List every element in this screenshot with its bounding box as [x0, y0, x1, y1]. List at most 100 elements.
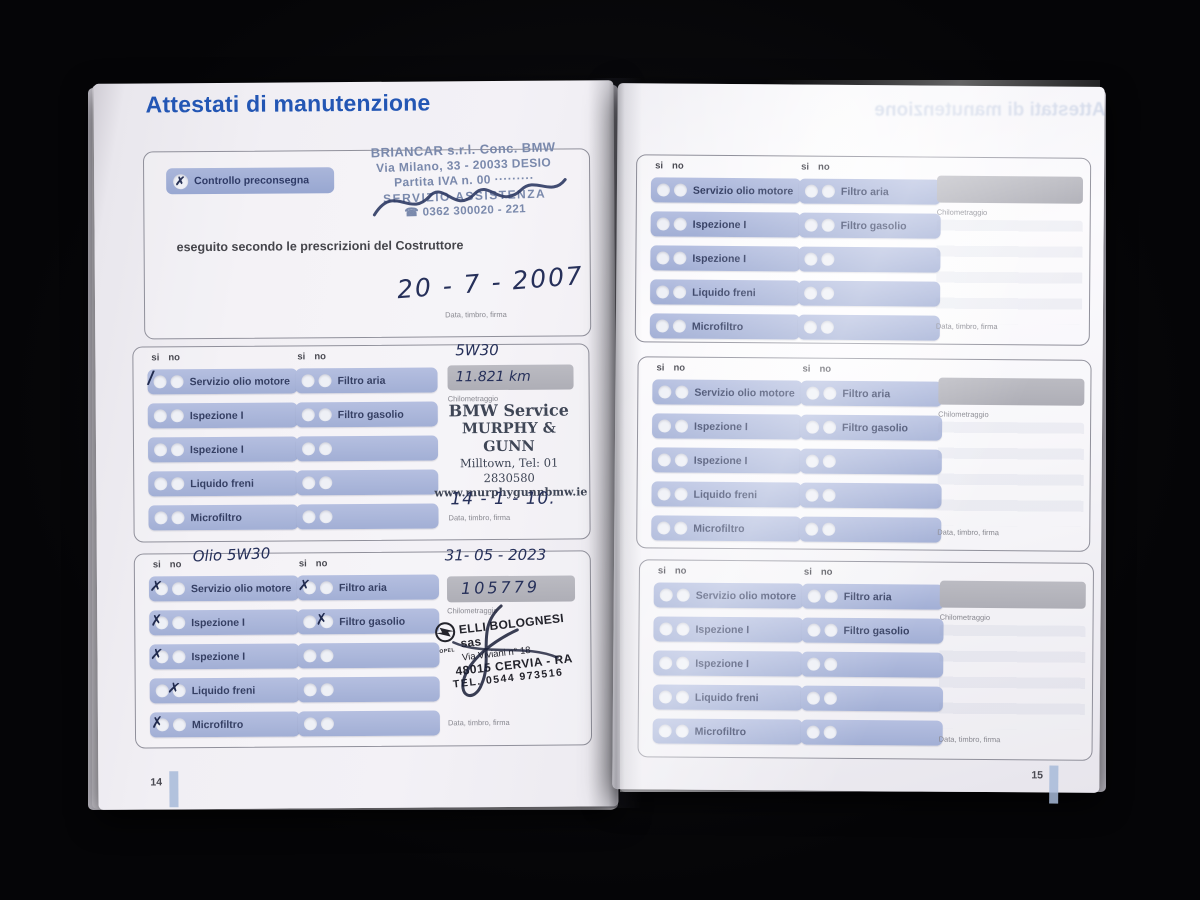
checkbox-circle — [821, 184, 835, 198]
service-item-empty — [799, 516, 942, 543]
odometer-label: Chilometraggio — [939, 612, 991, 623]
checkbox-circle — [807, 657, 821, 671]
yes-no-header: si no — [297, 351, 326, 363]
stamp-line: BMW Service — [448, 400, 569, 421]
checkbox-circle — [658, 690, 673, 704]
dealer-stamp-bmw-murphy-gunn: BMW Service MURPHY & GUNN Milltown, Tel:… — [434, 400, 587, 500]
opel-logo: OPEL — [432, 620, 460, 655]
checkbox-circle — [822, 522, 836, 536]
service-item-air-filter: Filtro aria — [296, 574, 440, 601]
checkbox-circle — [824, 657, 838, 671]
checkbox-circle — [807, 589, 821, 603]
service-record-box-empty: si no si no Servizio olio motore Ispezione… — [637, 559, 1095, 761]
page-number-right: 15 — [1031, 769, 1044, 782]
date-stamp-signature-label: Data, timbro, firma — [937, 527, 999, 538]
page-title: Attestati di manutenzione — [145, 89, 431, 118]
dealer-stamp-elli-bolognesi: OPEL ELLI BOLOGNESI sas Via Viviani n° 1… — [432, 606, 591, 693]
checkbox-circle — [172, 718, 186, 732]
yes-no-header: si no — [152, 559, 182, 571]
service-item-empty — [297, 642, 440, 669]
service-item-oil: Servizio olio motore — [147, 368, 298, 395]
service-item-microfilter: Microfiltro — [652, 718, 803, 745]
service-item-empty — [800, 719, 943, 746]
handwritten-oil-grade: 5W30 — [455, 341, 499, 360]
checkbox-circle — [302, 510, 316, 524]
checkbox-circle — [821, 252, 835, 266]
service-item-inspection1: Ispezione I — [147, 436, 299, 463]
service-item-inspection1: Ispezione I — [149, 643, 300, 670]
service-item-oil: Servizio olio motore — [653, 582, 804, 609]
checkbox-circle — [658, 724, 672, 738]
service-item-empty — [296, 503, 439, 530]
bleed-through-title: Attestati di manutenzione — [874, 99, 1106, 121]
checkbox-circle — [822, 454, 836, 468]
checkbox-circle — [823, 725, 837, 739]
stamp-line: Milltown, Tel: 01 2830580 — [459, 455, 559, 486]
service-item-empty — [800, 685, 944, 712]
checkbox-circle — [824, 589, 838, 603]
right-page: Attestati di manutenzione si no si no Serv… — [612, 83, 1106, 804]
service-item-microfilter: Microfiltro — [651, 515, 802, 542]
service-item-empty — [295, 435, 439, 462]
pen-x-mark: ✗ — [297, 575, 312, 595]
service-item-brake-fluid: Liquido freni — [650, 279, 801, 306]
yes-no-header: si no — [802, 363, 832, 375]
checkbox-circle — [659, 588, 673, 602]
left-page: Attestati di manutenzione ✗ Controllo pr… — [93, 80, 619, 810]
checkbox-circle — [301, 408, 315, 422]
checkbox-circle — [805, 488, 819, 502]
checkbox-circle — [318, 442, 333, 456]
bleed-through-rows — [938, 624, 1086, 730]
service-item-empty — [798, 246, 941, 273]
pen-x-mark: ✗ — [149, 610, 164, 630]
pen-x-mark: ✗ — [313, 609, 330, 630]
odometer-label: Chilometraggio — [936, 207, 988, 218]
checkbox-circle — [153, 409, 167, 423]
stamp-line: MURPHY & GUNN — [461, 419, 556, 456]
yes-no-header: si no — [657, 565, 687, 577]
date-stamp-signature-label: Data, timbro, firma — [938, 734, 1001, 745]
handwritten-oil-grade: Olio 5W30 — [192, 544, 271, 566]
checkbox-circle — [318, 408, 332, 422]
checkbox-circle — [675, 419, 689, 433]
service-item-inspection1: Ispezione I — [653, 650, 804, 677]
handwritten-date: 31- 05 - 2023 — [444, 545, 547, 565]
checkbox-circle — [303, 649, 317, 663]
checkbox-circle — [302, 476, 316, 490]
handwritten-date: 14 - 1 - 10. — [450, 488, 556, 510]
checkbox-circle — [822, 488, 836, 502]
checkbox-circle — [675, 385, 689, 399]
service-item-empty — [799, 482, 942, 509]
yes-no-header: si no — [656, 362, 686, 374]
service-item-air-filter: Filtro aria — [801, 583, 944, 610]
checkbox-circle — [675, 690, 690, 704]
yes-no-header: si no — [151, 352, 180, 364]
checkbox-circle: ✗ — [173, 173, 189, 189]
pen-x-mark: ✗ — [148, 576, 164, 597]
service-item-inspection1: Ispezione I — [651, 447, 802, 474]
checkbox-circle — [803, 320, 817, 334]
checkbox-circle — [674, 521, 688, 535]
service-record-box-empty: si no si no Servizio olio motore Ispezione… — [636, 356, 1092, 552]
prescription-text: eseguito secondo le prescrizioni del Cos… — [176, 238, 464, 255]
checkbox-circle — [804, 252, 818, 266]
page-tab-bar — [169, 771, 179, 808]
checkbox-circle — [172, 650, 186, 664]
checkbox-circle — [657, 521, 671, 535]
checkbox-circle — [171, 477, 185, 491]
checkbox-circle — [655, 319, 669, 333]
service-item-air-filter: Filtro aria — [798, 178, 942, 205]
checkbox-circle — [656, 251, 670, 265]
checkbox-circle — [676, 656, 690, 670]
checkbox-circle — [676, 588, 690, 602]
service-item-inspection1: Ispezione I — [650, 211, 801, 238]
checkbox-circle — [171, 511, 185, 525]
checkbox-circle — [806, 725, 820, 739]
odometer-field — [939, 580, 1086, 609]
pen-x-mark: ✗ — [149, 644, 164, 664]
page-number-left: 14 — [150, 776, 163, 789]
checkbox-circle — [673, 217, 687, 231]
checkbox-circle — [806, 386, 820, 400]
checkbox-circle — [804, 218, 818, 232]
service-item-empty — [296, 469, 439, 496]
